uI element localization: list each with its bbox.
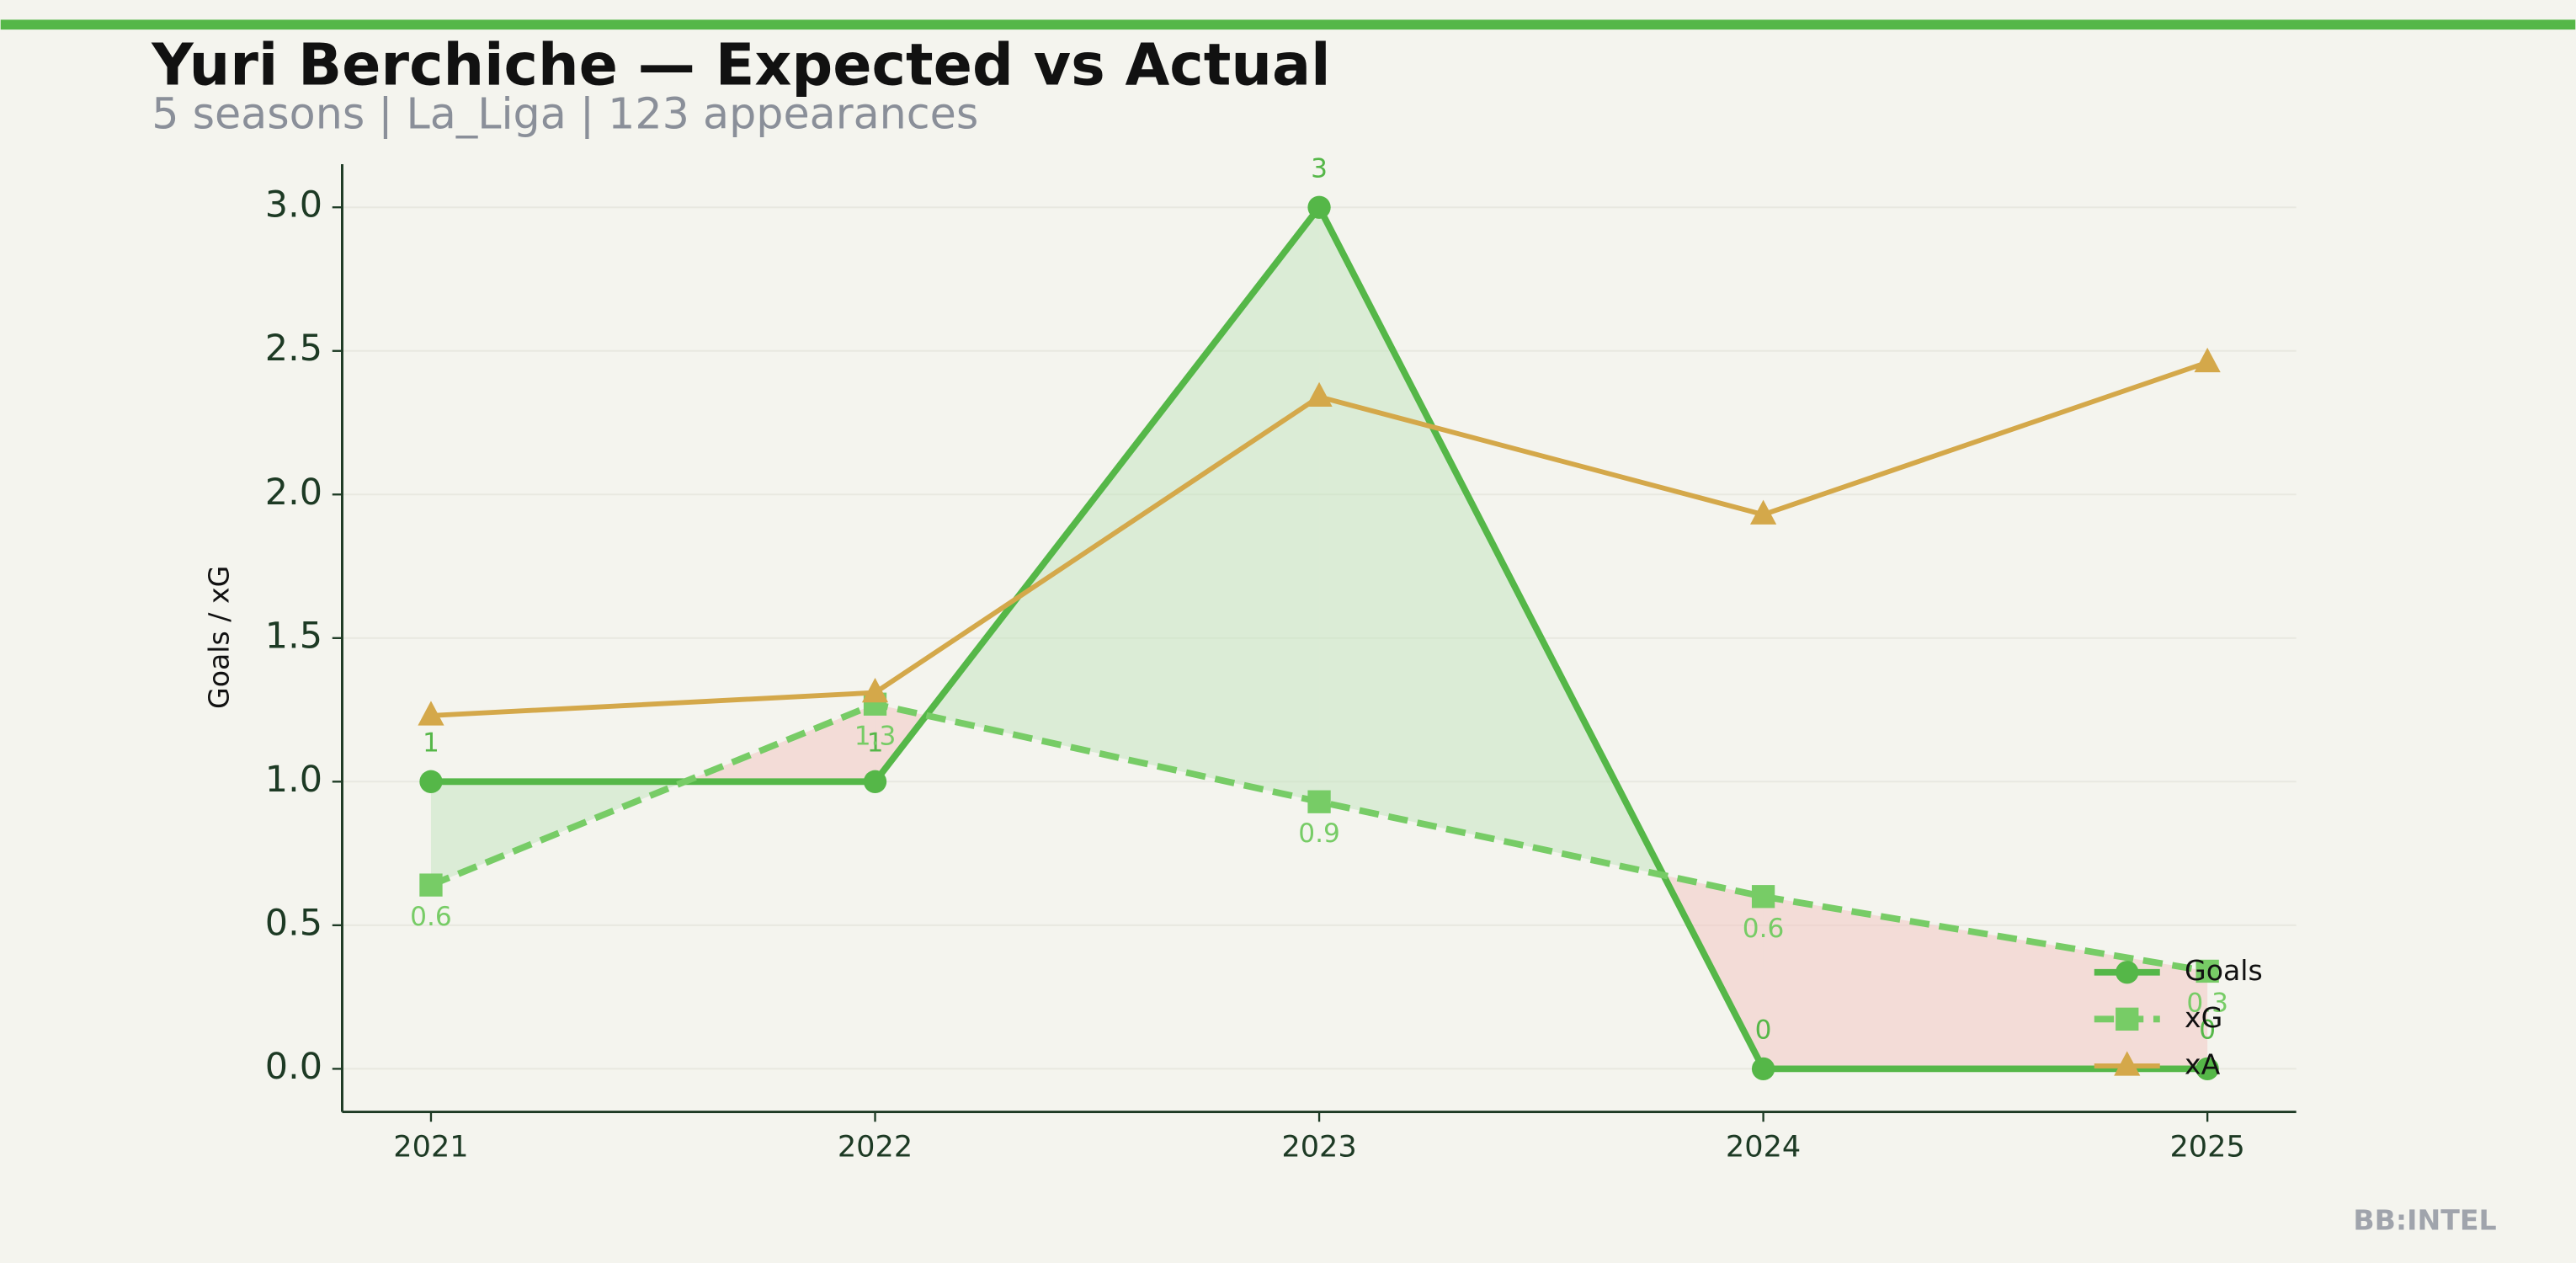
data-label: 1 <box>867 727 884 758</box>
data-label: 0 <box>2199 1015 2216 1046</box>
y-tick-label: 0.5 <box>265 902 322 944</box>
y-tick-label: 1.5 <box>265 615 322 657</box>
legend-label: xG <box>2185 1001 2222 1034</box>
difference-area <box>926 207 1320 802</box>
x-tick-label: 2023 <box>1281 1129 1356 1164</box>
data-point <box>1751 1057 1775 1081</box>
x-tick-label: 2025 <box>2169 1129 2244 1164</box>
top-bar <box>0 19 2576 30</box>
data-label: 1.3 <box>854 721 897 751</box>
data-point <box>2195 959 2219 983</box>
x-tick-label: 2024 <box>1726 1129 1801 1164</box>
data-point <box>2195 1057 2219 1081</box>
data-point <box>1750 499 1777 525</box>
data-label: 3 <box>1311 153 1328 184</box>
legend-marker <box>2116 961 2139 984</box>
data-point <box>2194 347 2221 373</box>
y-tick-label: 1.0 <box>265 759 322 801</box>
data-label: 0.3 <box>2186 988 2228 1018</box>
data-label: 0.9 <box>1298 818 1340 849</box>
watermark: BB:INTEL <box>2353 1204 2496 1237</box>
data-label: 0.6 <box>1743 914 1785 944</box>
chart-subtitle: 5 seasons | La_Liga | 123 appearances <box>152 88 978 139</box>
difference-area <box>684 704 876 782</box>
x-tick-label: 2022 <box>838 1129 913 1164</box>
data-point <box>1307 195 1331 219</box>
data-point <box>1751 885 1775 909</box>
data-point <box>1307 790 1331 813</box>
legend-marker <box>2114 1051 2141 1076</box>
x-tick-label: 2021 <box>393 1129 468 1164</box>
data-point <box>419 770 443 793</box>
data-point <box>863 770 887 793</box>
data-point <box>418 701 444 726</box>
data-label: 0 <box>1755 1015 1772 1046</box>
data-point <box>1306 381 1333 408</box>
legend-label: xA <box>2185 1047 2221 1080</box>
y-tick-label: 2.0 <box>265 472 322 514</box>
y-axis-label: Goals / xG <box>203 566 236 709</box>
data-label: 1 <box>423 727 439 758</box>
data-point <box>861 678 889 703</box>
legend-marker <box>2116 1007 2139 1031</box>
y-tick-label: 0.0 <box>265 1046 322 1088</box>
data-point <box>419 873 443 897</box>
data-label: 0.6 <box>410 902 452 932</box>
legend-label: Goals <box>2185 954 2263 987</box>
y-tick-label: 2.5 <box>265 328 322 370</box>
difference-area <box>1763 896 2208 1069</box>
chart-title: Yuri Berchiche — Expected vs Actual <box>151 32 1330 99</box>
y-tick-label: 3.0 <box>265 184 322 226</box>
